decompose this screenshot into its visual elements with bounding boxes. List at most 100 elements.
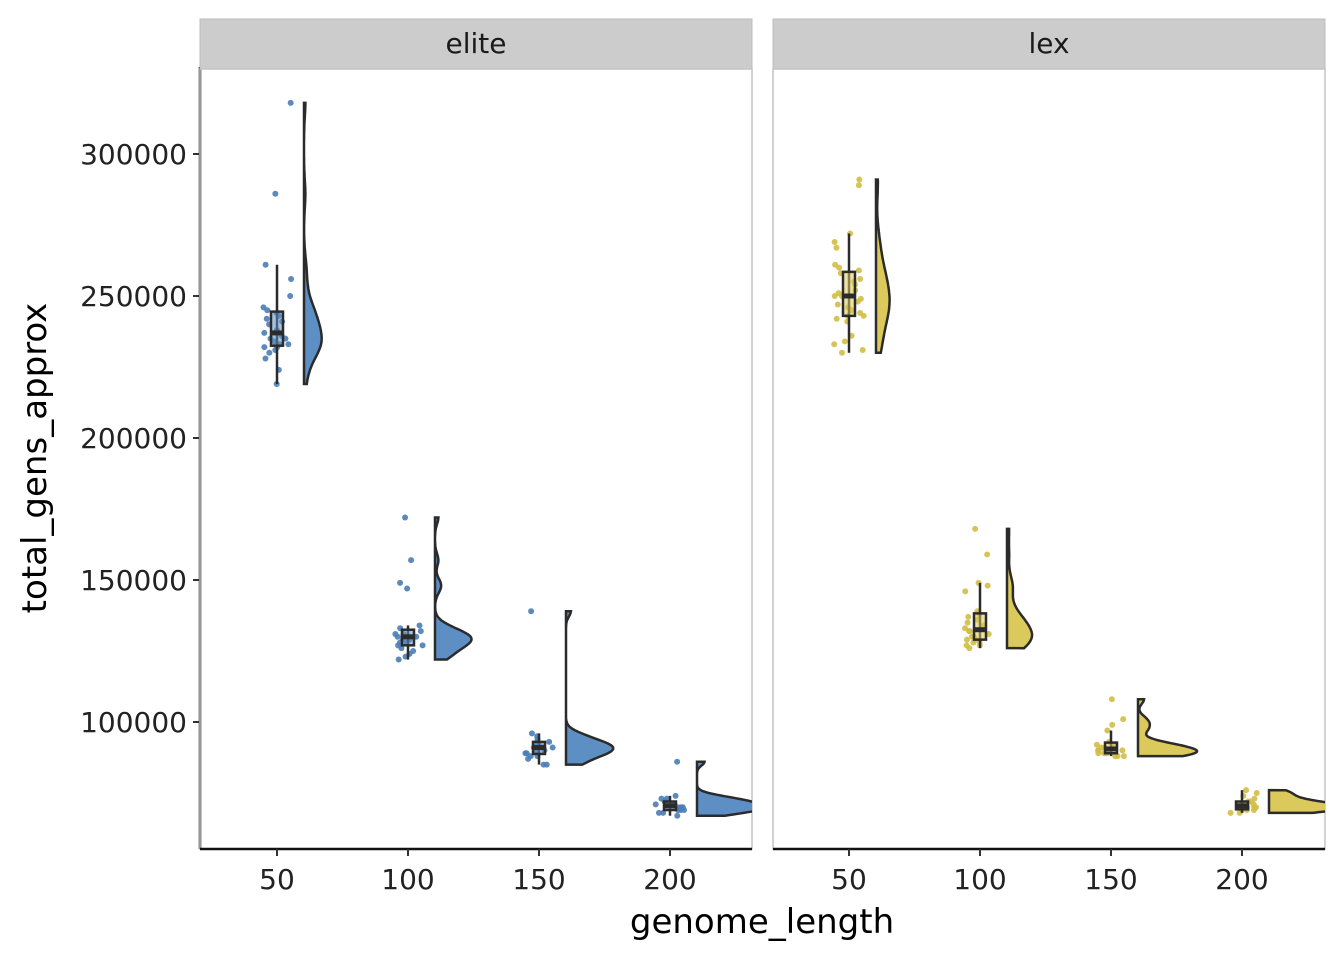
data-point — [672, 792, 679, 799]
data-point — [1108, 696, 1115, 703]
data-point — [408, 557, 415, 564]
x-tick-label: 200 — [643, 863, 696, 896]
violin-half — [1005, 527, 1034, 650]
data-point — [963, 636, 970, 643]
data-point — [857, 275, 864, 282]
box — [269, 310, 285, 347]
data-point — [402, 514, 409, 521]
data-point — [546, 738, 553, 745]
violin-half — [433, 516, 473, 661]
data-point — [660, 809, 667, 816]
data-point — [832, 261, 839, 268]
data-point — [962, 625, 969, 632]
data-point — [263, 315, 270, 322]
data-point — [1093, 741, 1100, 748]
data-point — [1112, 753, 1119, 760]
x-tick-label: 50 — [259, 863, 295, 896]
data-point — [262, 261, 269, 268]
data-point — [674, 812, 681, 819]
data-point — [266, 349, 273, 356]
data-point — [831, 239, 838, 246]
data-point — [964, 619, 971, 626]
violin-half — [874, 178, 891, 355]
x-tick-label: 100 — [953, 863, 1006, 896]
x-tick-label: 150 — [1084, 863, 1137, 896]
data-point — [1251, 795, 1258, 802]
data-point — [1227, 809, 1234, 816]
data-point — [833, 315, 840, 322]
data-point — [965, 613, 972, 620]
data-point — [1119, 747, 1126, 754]
data-point — [663, 795, 670, 802]
data-point — [528, 608, 535, 615]
data-point — [857, 310, 864, 317]
facet-label: elite — [446, 27, 507, 60]
data-point — [658, 795, 665, 802]
data-point — [834, 301, 841, 308]
violin-half — [1267, 788, 1325, 815]
data-point — [835, 290, 842, 297]
y-axis-label: total_gens_approx — [15, 303, 55, 614]
x-tick-label: 150 — [512, 863, 565, 896]
data-point — [1120, 753, 1127, 760]
data-point — [410, 648, 417, 654]
data-point — [963, 642, 970, 649]
facet-label: lex — [1028, 27, 1069, 60]
data-point — [1253, 790, 1260, 796]
data-point — [1243, 787, 1250, 794]
data-point — [288, 275, 295, 282]
data-point — [285, 341, 292, 348]
violin-half — [695, 760, 752, 817]
data-point — [404, 585, 411, 592]
data-point — [260, 304, 267, 311]
data-point — [287, 293, 294, 299]
data-point — [966, 628, 973, 635]
data-point — [392, 630, 399, 637]
data-point — [984, 551, 991, 558]
data-point — [1109, 721, 1116, 728]
data-point — [261, 329, 268, 336]
y-tick-label: 200000 — [80, 422, 187, 455]
panel-border — [772, 68, 1326, 850]
x-tick-label: 100 — [381, 863, 434, 896]
data-point — [831, 341, 838, 348]
data-point — [859, 346, 866, 353]
data-point — [972, 525, 979, 532]
data-point — [652, 801, 659, 808]
data-point — [417, 628, 424, 635]
data-point — [857, 295, 864, 302]
data-point — [540, 761, 547, 768]
data-point — [262, 355, 269, 362]
box — [972, 612, 988, 641]
data-point — [841, 338, 848, 345]
y-tick-label: 250000 — [80, 280, 187, 313]
data-point — [419, 642, 426, 649]
data-point — [674, 758, 681, 765]
data-point — [839, 349, 846, 356]
data-point — [397, 579, 404, 586]
panel-border — [199, 68, 753, 850]
data-point — [1104, 727, 1111, 734]
violin-half — [1136, 698, 1199, 758]
y-tick-label: 150000 — [80, 564, 187, 597]
data-point — [261, 344, 268, 351]
data-point — [655, 809, 662, 816]
data-point — [855, 182, 862, 189]
data-point — [528, 730, 535, 737]
data-point — [522, 750, 529, 757]
data-point — [272, 190, 279, 197]
x-tick-label: 50 — [831, 863, 867, 896]
facet-strip — [772, 18, 1326, 70]
data-point — [856, 176, 863, 183]
data-point — [416, 622, 423, 629]
data-point — [287, 99, 294, 106]
data-point — [855, 267, 862, 274]
data-point — [962, 588, 969, 595]
x-tick-label: 200 — [1215, 863, 1268, 896]
data-point — [1120, 716, 1127, 723]
data-point — [549, 744, 556, 751]
violin-half — [302, 101, 323, 386]
violin-half — [564, 609, 615, 766]
data-point — [395, 656, 402, 663]
